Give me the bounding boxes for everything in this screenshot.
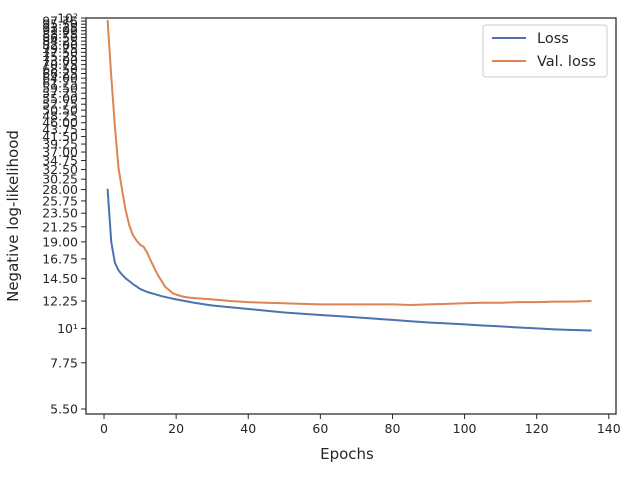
x-tick-label: 140 (597, 421, 621, 436)
legend-label-val-loss: Val. loss (537, 54, 596, 70)
legend-label-loss: Loss (537, 31, 569, 47)
y-tick-label: 7.75 (50, 355, 78, 370)
y-tick-label: 95.50 (42, 17, 78, 32)
y-tick-label: 41.50 (42, 129, 78, 144)
y-tick-label: 21.25 (42, 219, 78, 234)
y-tick-label: 10² (57, 11, 78, 26)
x-tick-label: 120 (525, 421, 549, 436)
y-tick-label: 86.50 (42, 30, 78, 45)
y-tick-label: 93.25 (42, 20, 78, 35)
y-tick-label: 12.25 (42, 294, 78, 309)
y-tick-label: 75.25 (42, 49, 78, 64)
y-tick-label: 68.50 (42, 62, 78, 77)
y-tick-label: 61.75 (42, 75, 78, 90)
y-tick-label: 28.00 (42, 182, 78, 197)
legend: Loss Val. loss (482, 24, 608, 78)
y-tick-label: 5.50 (50, 402, 78, 417)
y-tick-label: 73.00 (42, 53, 78, 68)
x-tick-label: 40 (240, 421, 256, 436)
x-tick-label: 0 (100, 421, 108, 436)
x-axis-label: Epochs (320, 445, 374, 463)
y-tick-label: 79.75 (42, 41, 78, 56)
x-tick-label: 20 (168, 421, 184, 436)
y-tick-label: 48.25 (42, 109, 78, 124)
y-tick-label: 34.75 (42, 153, 78, 168)
y-tick-label: 64.00 (42, 71, 78, 86)
series-line-val-loss (106, 19, 592, 306)
y-tick-label: 30.25 (42, 172, 78, 187)
y-tick-label: 70.75 (42, 57, 78, 72)
y-tick-label: 88.75 (42, 27, 78, 42)
y-tick-label: 91.00 (42, 23, 78, 38)
y-tick-label: 77.50 (42, 45, 78, 60)
y-axis-label: Negative log-likelihood (4, 130, 22, 302)
y-tick-label: 25.75 (42, 193, 78, 208)
y-tick-label: 52.75 (42, 97, 78, 112)
y-tick-label: 32.50 (42, 162, 78, 177)
y-tick-label: 50.50 (42, 103, 78, 118)
series-line-loss (106, 188, 592, 332)
y-tick-label: 82.00 (42, 37, 78, 52)
y-tick-label: 57.25 (42, 86, 78, 101)
y-tick-label: 37.00 (42, 145, 78, 160)
x-tick-label: 80 (385, 421, 401, 436)
y-tick-label: 14.50 (42, 271, 78, 286)
y-tick-label: 84.25 (42, 34, 78, 49)
y-tick-label: 43.75 (42, 122, 78, 137)
y-tick-label: 59.50 (42, 80, 78, 95)
y-tick-label: 10¹ (57, 321, 78, 336)
y-tick-label: 97.75 (42, 14, 78, 29)
y-tick-label: 46.00 (42, 115, 78, 130)
x-tick-label: 100 (453, 421, 477, 436)
y-tick-label: 19.00 (42, 234, 78, 249)
y-tick-label: 39.25 (42, 137, 78, 152)
plot-frame (85, 17, 617, 415)
y-tick-label: 66.25 (42, 66, 78, 81)
y-tick-label: 23.50 (42, 206, 78, 221)
y-tick-label: 55.00 (42, 91, 78, 106)
y-tick-label: 16.75 (42, 251, 78, 266)
x-tick-label: 60 (312, 421, 328, 436)
